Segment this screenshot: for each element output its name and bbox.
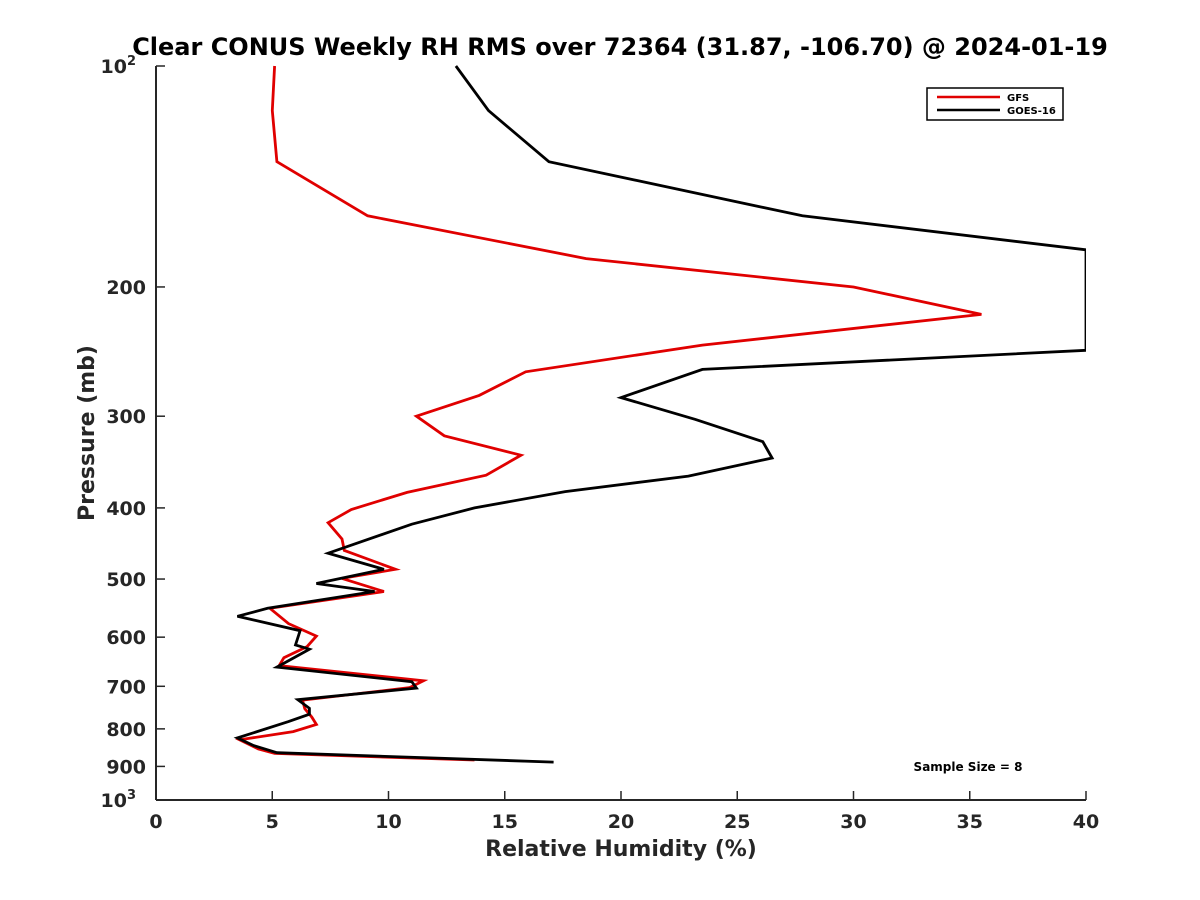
y-tick-label: 600 — [106, 627, 146, 649]
y-axis-label: Pressure (mb) — [75, 345, 100, 521]
legend: GFS GOES-16 — [926, 87, 1064, 121]
series-line-gfs — [235, 65, 982, 762]
x-tick-label: 20 — [608, 811, 634, 833]
x-tick-label: 0 — [149, 811, 162, 833]
x-tick-label: 25 — [724, 811, 750, 833]
y-tick-label: 102 — [101, 54, 137, 78]
x-tick-label: 35 — [957, 811, 983, 833]
series-line-goes-16 — [233, 65, 1086, 764]
x-tick-label: 10 — [375, 811, 401, 833]
y-tick-label: 700 — [106, 676, 146, 698]
y-tick-label: 400 — [106, 498, 146, 520]
y-tick-label: 800 — [106, 719, 146, 741]
x-tick-label: 5 — [266, 811, 279, 833]
y-tick-label: 900 — [106, 756, 146, 778]
axes: 0 5 10 15 20 25 30 35 40 102 200 300 400 500 600 700 800… — [101, 54, 1100, 833]
y-tick-label: 200 — [106, 277, 146, 299]
y-tick-label: 300 — [106, 406, 146, 428]
sample-size-annotation: Sample Size = 8 — [914, 760, 1023, 774]
x-tick-label: 40 — [1073, 811, 1099, 833]
plot-area — [233, 65, 1086, 764]
legend-label-goes-16: GOES-16 — [1007, 106, 1056, 117]
x-tick-label: 15 — [492, 811, 518, 833]
y-tick-label: 500 — [106, 569, 146, 591]
chart-title: Clear CONUS Weekly RH RMS over 72364 (31… — [132, 33, 1108, 61]
y-tick-label: 103 — [101, 788, 137, 812]
legend-box — [926, 87, 1064, 121]
x-tick-label: 30 — [840, 811, 866, 833]
x-axis-label: Relative Humidity (%) — [485, 837, 757, 862]
legend-label-gfs: GFS — [1007, 93, 1029, 104]
